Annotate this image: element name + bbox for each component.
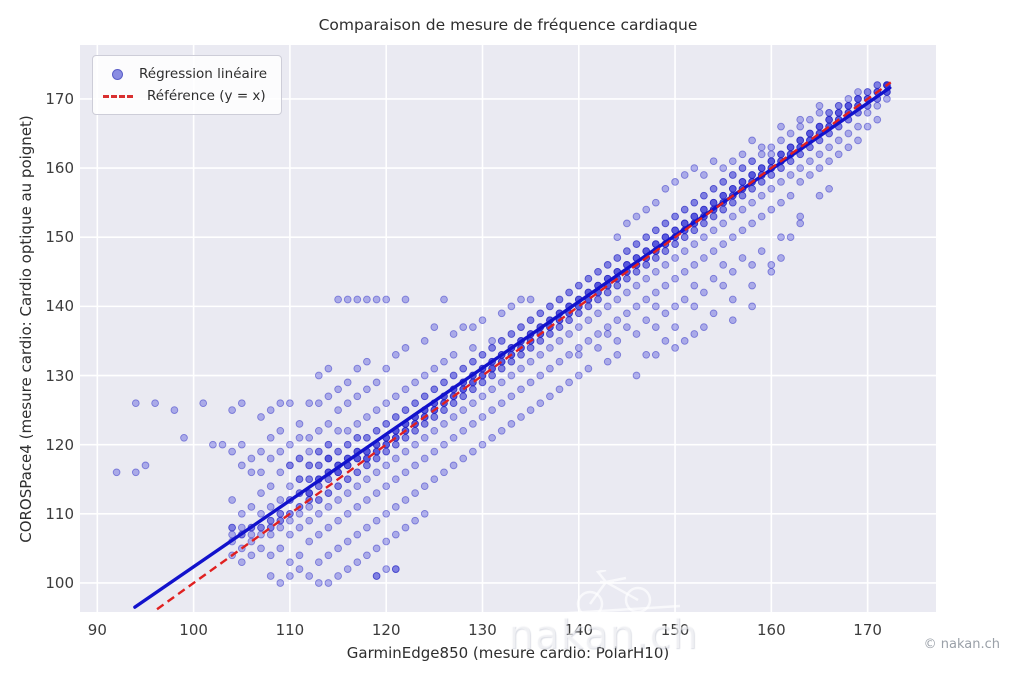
scatter-plot-canvas	[80, 45, 936, 612]
legend-label-regression: Régression linéaire	[139, 66, 268, 82]
y-tick-label: 170	[45, 89, 74, 108]
x-tick-label: 160	[757, 621, 786, 639]
scatter-marker-icon	[112, 68, 123, 80]
chart-title: Comparaison de mesure de fréquence cardi…	[318, 16, 698, 34]
legend-row-regression: Régression linéaire	[103, 63, 267, 85]
legend-label-reference: Référence (y = x)	[147, 88, 266, 104]
y-tick-label: 100	[45, 573, 74, 592]
x-axis-label: GarminEdge850 (mesure cardio: PolarH10)	[346, 644, 670, 662]
x-tick-label: 100	[179, 621, 208, 639]
x-tick-label: 120	[371, 621, 401, 639]
dashed-line-icon	[103, 94, 133, 98]
copyright-credit: © nakan.ch	[923, 637, 1000, 652]
x-tick-label: 90	[87, 621, 107, 639]
x-tick-label: 110	[275, 621, 305, 639]
y-tick-label: 130	[45, 366, 74, 385]
plot-area: Régression linéaire Référence (y = x) na…	[80, 45, 936, 658]
y-tick-label: 160	[45, 159, 74, 178]
x-tick-label: 140	[564, 621, 594, 639]
legend-row-reference: Référence (y = x)	[103, 85, 267, 107]
y-axis-label: COROSPace4 (mesure cardio: Cardio optiqu…	[17, 115, 35, 543]
y-tick-label: 150	[45, 228, 74, 247]
legend: Régression linéaire Référence (y = x)	[92, 55, 283, 115]
y-tick-label: 120	[45, 435, 74, 454]
x-tick-label: 150	[660, 621, 690, 639]
y-tick-label: 140	[45, 297, 74, 316]
x-tick-label: 170	[853, 621, 882, 639]
x-tick-label: 130	[468, 621, 497, 639]
y-tick-label: 110	[45, 504, 74, 523]
